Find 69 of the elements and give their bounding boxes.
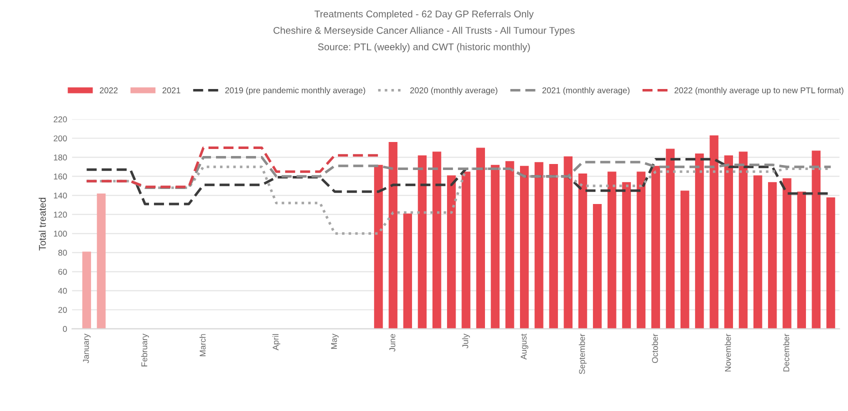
x-tick-label: February — [141, 334, 149, 366]
bar — [812, 150, 821, 329]
bar — [608, 172, 616, 329]
y-tick-label: 140 — [54, 192, 67, 199]
bar — [505, 161, 514, 329]
x-tick-label: August — [520, 334, 528, 360]
bar — [476, 148, 485, 329]
y-tick-label: 40 — [58, 288, 67, 294]
bar — [96, 194, 106, 329]
bar — [797, 192, 806, 329]
y-tick-label: 80 — [58, 250, 67, 256]
legend-label: 2021 (monthly average) — [542, 87, 630, 95]
y-tick-label: 60 — [58, 268, 67, 275]
bar — [636, 172, 646, 329]
y-tick-label: 160 — [54, 174, 67, 180]
legend-label: 2022 (monthly average up to new PTL format) — [674, 87, 844, 95]
x-tick-label: September — [578, 334, 587, 374]
bar — [724, 155, 734, 329]
bar — [622, 182, 631, 329]
legend-label: 2021 — [162, 87, 180, 94]
y-tick-label: 120 — [54, 212, 67, 218]
bar — [403, 214, 412, 329]
bar — [462, 172, 470, 329]
bar — [710, 135, 718, 329]
bar — [374, 164, 383, 329]
bar — [592, 204, 602, 329]
bar — [82, 252, 92, 329]
y-axis-title: Total treated — [38, 198, 46, 251]
y-tick-label: 100 — [54, 230, 67, 237]
bar — [418, 155, 427, 329]
bar — [520, 166, 529, 329]
x-tick-label: January — [83, 334, 91, 364]
bar — [738, 152, 748, 329]
bar — [549, 164, 558, 329]
legend-label: 2019 (pre pandemic monthly average) — [225, 87, 366, 95]
x-tick-label: May — [331, 334, 339, 349]
bar — [578, 174, 588, 329]
x-tick-label: October — [652, 334, 658, 363]
x-tick-label: June — [389, 334, 396, 352]
line-series — [85, 146, 380, 188]
bar — [768, 182, 777, 329]
bar — [666, 148, 675, 329]
bar — [680, 190, 690, 329]
bar — [432, 152, 442, 329]
y-tick-label: 180 — [54, 154, 67, 160]
x-tick-label: July — [462, 334, 470, 348]
bar — [534, 162, 544, 329]
x-tick-label: December — [783, 334, 790, 372]
bar — [753, 175, 762, 329]
x-tick-label: November — [724, 334, 731, 372]
bar — [564, 156, 573, 329]
legend-label: 2022 — [100, 87, 118, 94]
x-tick-label: April — [272, 334, 280, 350]
legend-label: 2020 (monthly average) — [410, 87, 498, 95]
y-tick-label: 0 — [62, 326, 67, 332]
bar — [447, 175, 456, 329]
bar — [388, 142, 398, 329]
bar — [826, 197, 836, 329]
x-tick-label: March — [200, 334, 206, 356]
bar — [490, 164, 500, 329]
y-tick-label: 220 — [54, 116, 67, 122]
bar — [651, 166, 660, 329]
bar — [782, 178, 792, 329]
chart-subtitle: Cheshire & Merseyside Cancer Alliance - All Trusts - All Tumour Types — [274, 26, 575, 36]
chart-title: Treatments Completed - 62 Day GP Referrals Only — [314, 10, 534, 20]
y-tick-label: 20 — [58, 306, 67, 313]
source-note: Source: PTL (weekly) and CWT (historic monthly) — [318, 43, 530, 52]
bar — [695, 153, 704, 329]
y-tick-label: 200 — [54, 135, 67, 142]
